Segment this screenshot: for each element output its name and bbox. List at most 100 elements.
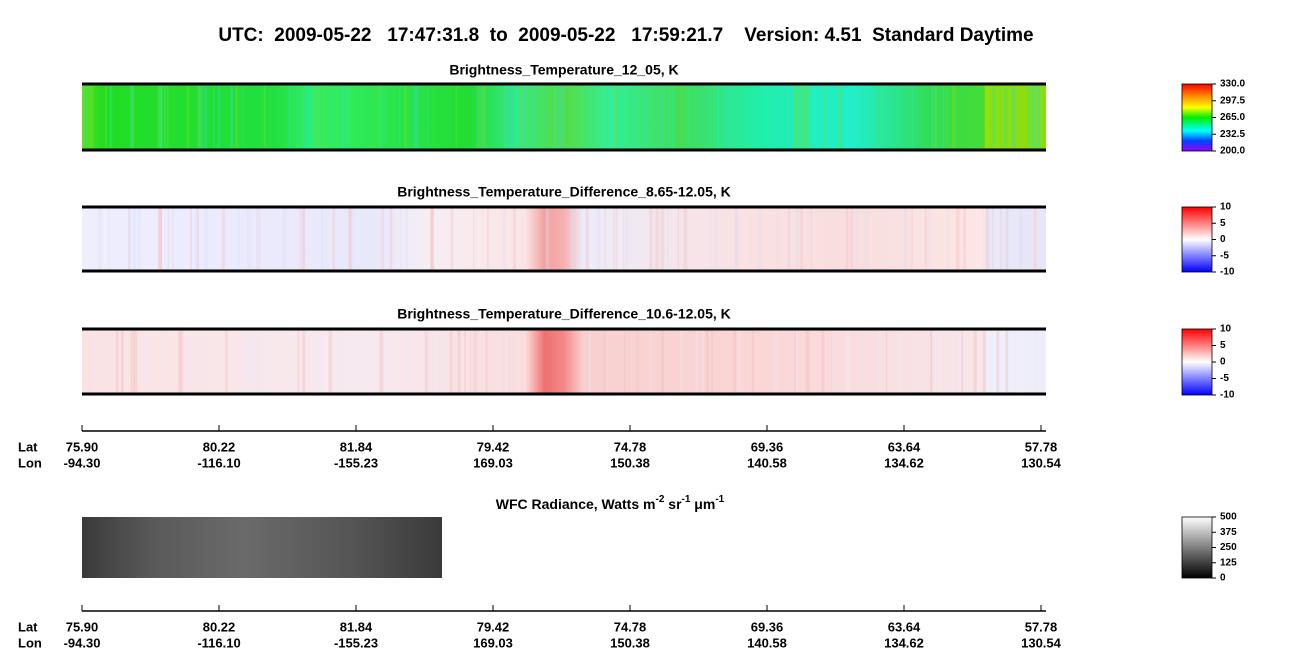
lon-label: 169.03 [473, 635, 513, 650]
streak [911, 84, 914, 150]
streak [128, 207, 131, 271]
streak [149, 329, 152, 394]
streak [795, 84, 799, 150]
streak [128, 207, 131, 271]
streak [726, 84, 729, 150]
streak [550, 84, 552, 150]
heatmap [82, 329, 1046, 394]
lon-label: 169.03 [473, 455, 513, 470]
streak [297, 329, 300, 394]
streak [440, 329, 445, 394]
colorbar-tick-label: 330.0 [1220, 79, 1245, 90]
streak [794, 329, 796, 394]
streak [160, 84, 162, 150]
streak [413, 84, 415, 150]
streak [998, 329, 1003, 394]
streak [315, 84, 318, 150]
colorbar-tick-label: 5 [1220, 218, 1226, 229]
lat-label: 75.90 [66, 439, 99, 454]
streak [296, 84, 299, 150]
streak [938, 329, 941, 394]
streak [731, 84, 734, 150]
streak [476, 84, 479, 150]
axis-label: Lon [18, 635, 42, 650]
figure-title: UTC: 2009-05-22 17:47:31.8 to 2009-05-22… [218, 25, 1033, 46]
streak [973, 329, 977, 394]
streak [613, 207, 615, 271]
streak [316, 84, 319, 150]
streak [877, 329, 881, 394]
streak [309, 84, 313, 150]
streak [163, 84, 166, 150]
colorbar-tick-label: 10 [1220, 324, 1232, 335]
streak [681, 84, 683, 150]
streak [302, 329, 306, 394]
lon-label: 130.54 [1021, 635, 1062, 650]
streak [734, 207, 738, 271]
streak [145, 329, 148, 394]
streak [213, 84, 215, 150]
streak [197, 84, 202, 150]
streak [450, 207, 454, 271]
streak [137, 207, 141, 271]
streak [614, 84, 618, 150]
streak [426, 329, 429, 394]
streak [996, 329, 1000, 394]
streak [158, 207, 163, 271]
streak [808, 329, 810, 394]
streak [230, 84, 234, 150]
streak [649, 207, 653, 271]
streak [300, 207, 305, 271]
streak [164, 84, 167, 150]
streak [1032, 84, 1036, 150]
streak [831, 329, 833, 394]
streak [831, 329, 835, 394]
streak [624, 329, 626, 394]
streak [552, 84, 556, 150]
streak [134, 329, 138, 394]
streak [130, 84, 134, 150]
streak [846, 329, 850, 394]
streak [946, 207, 950, 271]
streak [247, 329, 252, 394]
streak [167, 329, 170, 394]
colorbar-tick-label: 250 [1220, 542, 1237, 553]
streak [932, 329, 937, 394]
streak [715, 84, 720, 150]
streak [567, 207, 571, 271]
lon-label: -94.30 [64, 635, 101, 650]
streak [405, 207, 408, 271]
panel-title: WFC Radiance, Watts m-2 sr-1 μm-1 [496, 494, 725, 512]
heatmap [82, 84, 1046, 150]
streak [774, 329, 778, 394]
streak [1003, 84, 1006, 150]
colorbar-tick-label: 0 [1220, 573, 1226, 584]
streak [708, 329, 712, 394]
streak [933, 84, 938, 150]
colorbar-tick-label: 500 [1220, 512, 1237, 523]
streak [178, 329, 181, 394]
streak [251, 329, 255, 394]
superscript: -1 [682, 494, 691, 505]
streak [378, 84, 381, 150]
streak [282, 207, 287, 271]
streak [607, 84, 610, 150]
streak [589, 329, 591, 394]
streak [190, 329, 192, 394]
streak [269, 329, 272, 394]
streak [160, 329, 164, 394]
streak [486, 207, 489, 271]
streak [823, 84, 826, 150]
colorbar-tick-label: 0 [1220, 234, 1226, 245]
lat-label: 74.78 [614, 619, 647, 634]
streak [628, 84, 631, 150]
streak [514, 84, 518, 150]
streak [526, 84, 528, 150]
streak [545, 207, 550, 271]
lon-label: 150.38 [610, 635, 650, 650]
streak [677, 207, 680, 271]
streak [305, 84, 309, 150]
streak [382, 207, 385, 271]
streak [682, 207, 684, 271]
streak [121, 329, 124, 394]
